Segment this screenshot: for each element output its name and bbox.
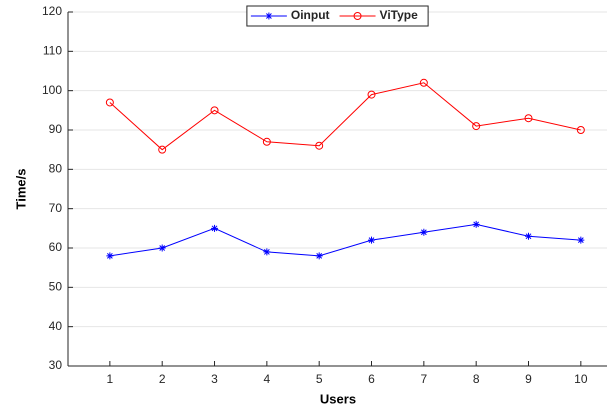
y-tick-label: 50	[49, 280, 63, 294]
marker	[420, 228, 428, 236]
legend-label: ViType	[380, 8, 419, 22]
marker	[368, 236, 376, 244]
x-tick-label: 9	[525, 372, 532, 386]
y-tick-label: 100	[42, 83, 62, 97]
marker	[210, 106, 219, 115]
y-tick-label: 120	[42, 4, 62, 18]
marker	[472, 220, 480, 228]
marker	[576, 126, 585, 134]
marker	[524, 114, 533, 123]
marker	[315, 252, 323, 260]
marker	[158, 244, 166, 252]
marker	[211, 224, 219, 232]
x-tick-label: 2	[159, 372, 166, 386]
marker	[419, 78, 428, 87]
marker	[262, 137, 271, 146]
marker	[367, 90, 376, 99]
y-tick-label: 90	[49, 122, 63, 136]
marker	[106, 252, 114, 260]
marker	[577, 236, 585, 244]
y-tick-label: 110	[43, 44, 62, 58]
legend-marker	[353, 12, 362, 20]
x-tick-label: 7	[421, 372, 428, 386]
marker	[263, 248, 271, 256]
x-tick-label: 8	[473, 372, 480, 386]
x-axis-label: Users	[320, 391, 356, 406]
y-tick-label: 30	[49, 358, 63, 372]
legend-box	[246, 5, 429, 27]
marker	[158, 145, 167, 154]
y-tick-label: 70	[49, 201, 63, 215]
x-tick-label: 10	[574, 372, 588, 386]
series-line	[109, 223, 581, 257]
y-tick-label: 60	[49, 240, 63, 254]
x-tick-label: 4	[264, 372, 271, 386]
marker	[525, 232, 533, 240]
y-tick-label: 40	[49, 319, 63, 333]
x-tick-label: 1	[107, 372, 114, 386]
marker	[472, 122, 481, 131]
series-line	[109, 82, 581, 151]
x-tick-label: 3	[211, 372, 218, 386]
legend: Oinput ViType	[250, 8, 419, 22]
marker	[315, 141, 324, 150]
y-tick-label: 80	[49, 162, 63, 176]
marker	[105, 98, 114, 107]
x-tick-label: 5	[316, 372, 323, 386]
y-axis-label: Time/s	[13, 169, 28, 210]
legend-label: Oinput	[291, 8, 330, 22]
x-tick-label: 6	[368, 372, 375, 386]
legend-marker	[265, 12, 273, 20]
